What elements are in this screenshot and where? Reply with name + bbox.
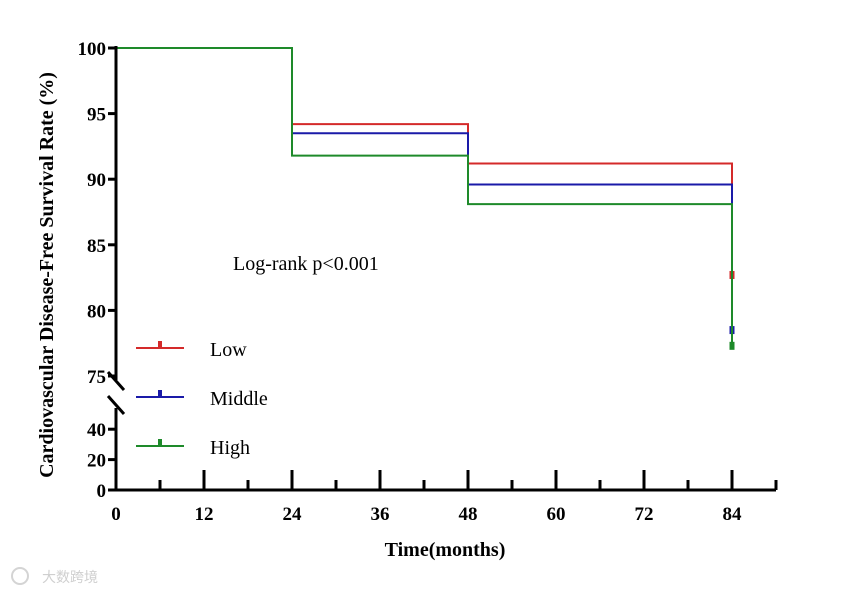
watermark-logo-icon <box>11 567 29 585</box>
y-tick-label: 20 <box>87 451 106 472</box>
x-tick-label: 84 <box>723 504 743 525</box>
curve-middle <box>116 47 733 331</box>
y-tick-label: 100 <box>78 39 107 60</box>
legend: Low Middle High <box>136 339 268 459</box>
x-tick-label: 0 <box>111 504 121 525</box>
curve-low <box>116 47 733 275</box>
survival-curves <box>116 47 735 350</box>
y-tick-label: 85 <box>87 236 106 257</box>
y-tick-label: 0 <box>97 481 107 502</box>
y-tick-label: 75 <box>87 367 106 388</box>
x-tick-label: 36 <box>371 504 390 525</box>
legend-label-low: Low <box>210 339 247 361</box>
watermark: 大数跨境 <box>42 570 98 586</box>
axes: 0 12 24 36 48 60 72 84 75 80 85 90 95 100 0 20 40 <box>78 39 778 525</box>
axis-break-mark <box>106 395 126 415</box>
x-tick-label: 72 <box>635 504 654 525</box>
curve-high <box>116 47 733 346</box>
logrank-annotation: Log-rank p<0.001 <box>233 253 379 275</box>
y-tick-label: 95 <box>87 105 106 126</box>
y-axis-title: Cardiovascular Disease-Free Survival Rat… <box>36 72 58 478</box>
x-tick-label: 60 <box>547 504 566 525</box>
legend-label-high: High <box>210 437 250 459</box>
x-tick-label: 12 <box>195 504 214 525</box>
x-axis-title: Time(months) <box>385 539 506 561</box>
y-tick-label: 80 <box>87 301 106 322</box>
x-tick-label: 48 <box>459 504 478 525</box>
legend-label-middle: Middle <box>210 388 268 410</box>
y-tick-label: 90 <box>87 170 106 191</box>
y-tick-label: 40 <box>87 420 106 441</box>
x-tick-label: 24 <box>283 504 303 525</box>
